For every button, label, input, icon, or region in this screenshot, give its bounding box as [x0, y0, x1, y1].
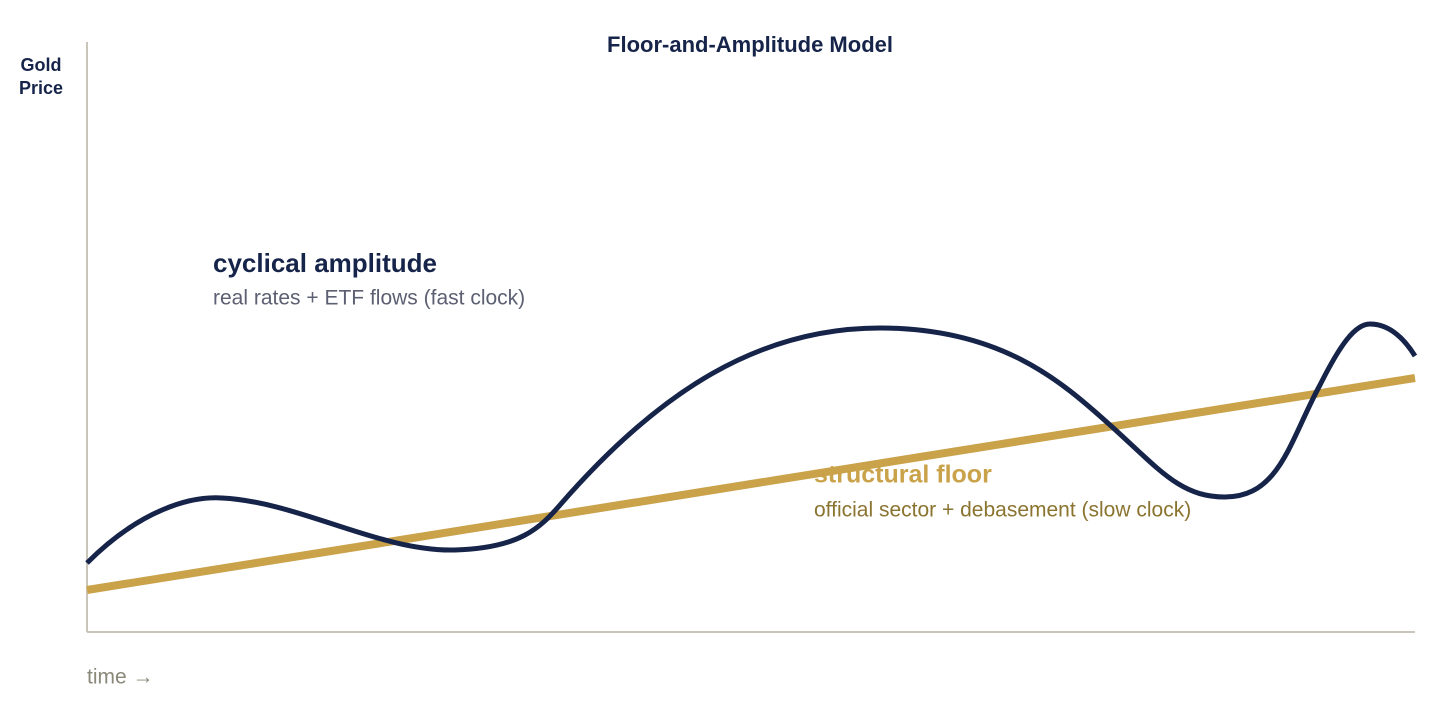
cyclical-curve: [85, 321, 1418, 565]
y-axis-label: Gold: [21, 55, 62, 75]
cyclical-title: cyclical amplitude: [213, 248, 437, 278]
cyclical-subtitle: real rates + ETF flows (fast clock): [213, 287, 525, 310]
structural-title: structural floor: [814, 461, 992, 489]
structural-subtitle: official sector + debasement (slow clock…: [814, 499, 1191, 522]
y-axis-label: Price: [19, 78, 63, 98]
x-axis-label: time →: [87, 666, 154, 689]
title: Floor-and-Amplitude Model: [607, 32, 893, 57]
structural-floor-line: [86, 374, 1416, 594]
